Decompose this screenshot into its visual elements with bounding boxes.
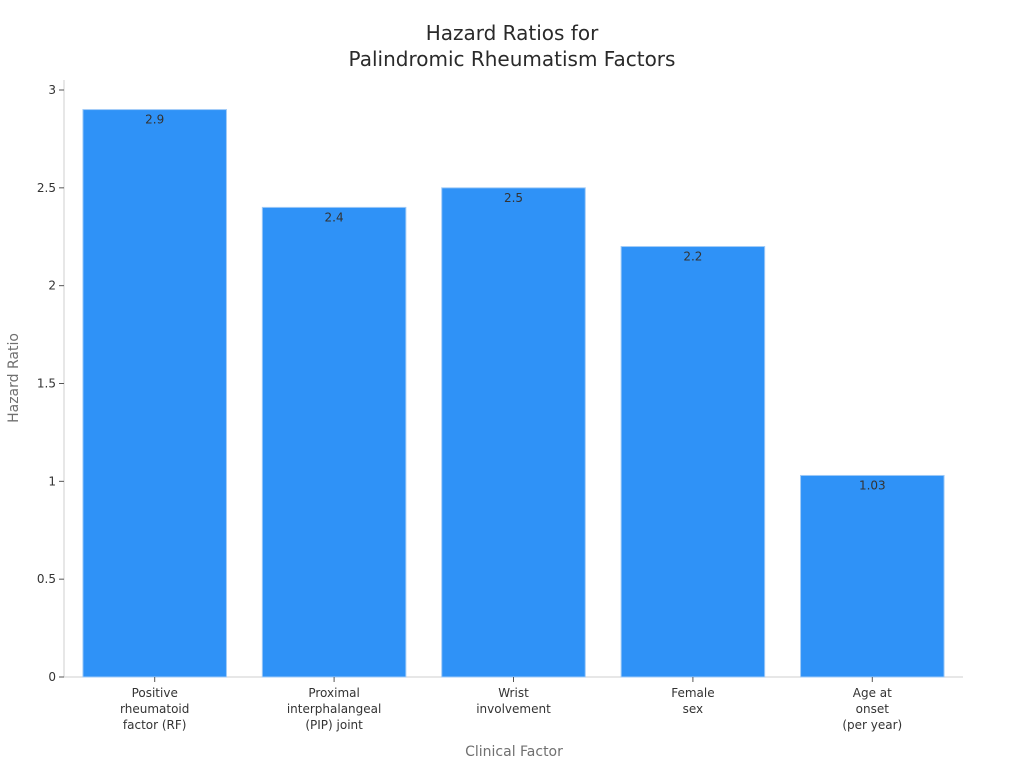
x-tick-label-line: Proximal (308, 686, 359, 700)
x-axis-ticks: Positive rheumatoid factor (RF) Proximal int… (120, 677, 902, 732)
y-tick-label: 2.5 (37, 181, 56, 195)
y-tick-label: 0.5 (37, 572, 56, 586)
x-tick-label-line: rheumatoid (120, 702, 189, 716)
bar-series: 2.9 2.4 2.5 2.2 1.03 (82, 109, 945, 678)
x-tick-label-line: Positive (132, 686, 178, 700)
y-tick-label: 1 (48, 474, 56, 488)
x-tick-label-line: Age at (853, 686, 892, 700)
x-tick-label-line: Wrist (498, 686, 529, 700)
bar (82, 109, 227, 678)
y-axis-ticks: 0 0.5 1 1.5 2 2.5 3 (37, 83, 64, 684)
chart-title: Hazard Ratios for Palindromic Rheumatism… (349, 21, 676, 71)
bar-value-label: 2.5 (504, 191, 523, 205)
x-tick-label-line: (per year) (842, 718, 902, 732)
x-tick-label-line: factor (RF) (123, 718, 187, 732)
x-tick-label-line: Female (671, 686, 714, 700)
x-tick-label-line: interphalangeal (287, 702, 382, 716)
x-axis-title: Clinical Factor (465, 744, 563, 760)
x-tick-label-line: onset (856, 702, 890, 716)
y-axis-title: Hazard Ratio (6, 333, 22, 423)
bar (620, 246, 766, 678)
bar (441, 187, 586, 678)
bar (800, 474, 945, 678)
chart-title-line-2: Palindromic Rheumatism Factors (349, 47, 676, 71)
x-tick-label-line: (PIP) joint (305, 718, 363, 732)
x-tick-label: Wrist involvement (476, 686, 551, 716)
y-tick-label: 3 (48, 83, 56, 97)
plot-area: 0 0.5 1 1.5 2 2.5 3 2.9 2.4 2.5 2.2 1.03 Positive r… (37, 80, 963, 732)
bar-value-label: 2.4 (325, 210, 344, 224)
bar-value-label: 1.03 (859, 478, 886, 492)
y-tick-label: 1.5 (37, 377, 56, 391)
x-tick-label: Age at onset (per year) (842, 686, 902, 732)
chart-title-line-1: Hazard Ratios for (426, 21, 599, 45)
bar-value-label: 2.2 (683, 250, 702, 264)
x-tick-label: Positive rheumatoid factor (RF) (120, 686, 189, 732)
bar-value-label: 2.9 (145, 113, 164, 127)
x-tick-label-line: involvement (476, 702, 551, 716)
y-tick-label: 0 (48, 670, 56, 684)
bar (261, 206, 407, 678)
y-tick-label: 2 (48, 279, 56, 293)
x-tick-label-line: sex (683, 702, 704, 716)
x-tick-label: Female sex (671, 686, 714, 716)
x-tick-label: Proximal interphalangeal (PIP) joint (287, 686, 382, 732)
